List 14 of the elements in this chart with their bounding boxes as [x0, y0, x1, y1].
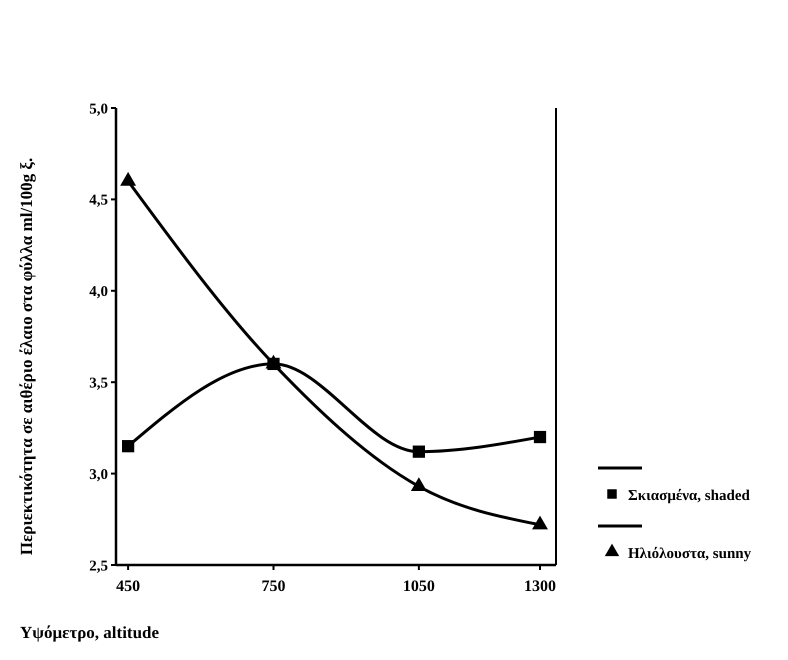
y-tick-label: 5,0: [89, 101, 108, 118]
x-tick-label: 1300: [524, 578, 556, 595]
legend-label: Σκιασμένα, shaded: [628, 488, 750, 504]
legend-label: Ηλιόλουστα, sunny: [628, 546, 752, 562]
x-tick-label: 1050: [402, 578, 435, 595]
x-tick-label: 750: [261, 578, 286, 595]
y-tick-label: 4,0: [89, 284, 108, 300]
y-tick-label: 4,5: [89, 192, 108, 209]
y-tick-label: 3,0: [89, 466, 108, 483]
y-tick-label: 3,5: [89, 375, 108, 392]
x-axis-title: Υψόμετρο, altitude: [20, 623, 160, 642]
x-tick-label: 450: [116, 578, 140, 595]
y-tick-label: 2,5: [89, 558, 108, 574]
y-axis-title: Περιεκτικότητα σε αιθέριο έλαιο στα φύλλα ml/100g ξ.: [17, 158, 36, 556]
